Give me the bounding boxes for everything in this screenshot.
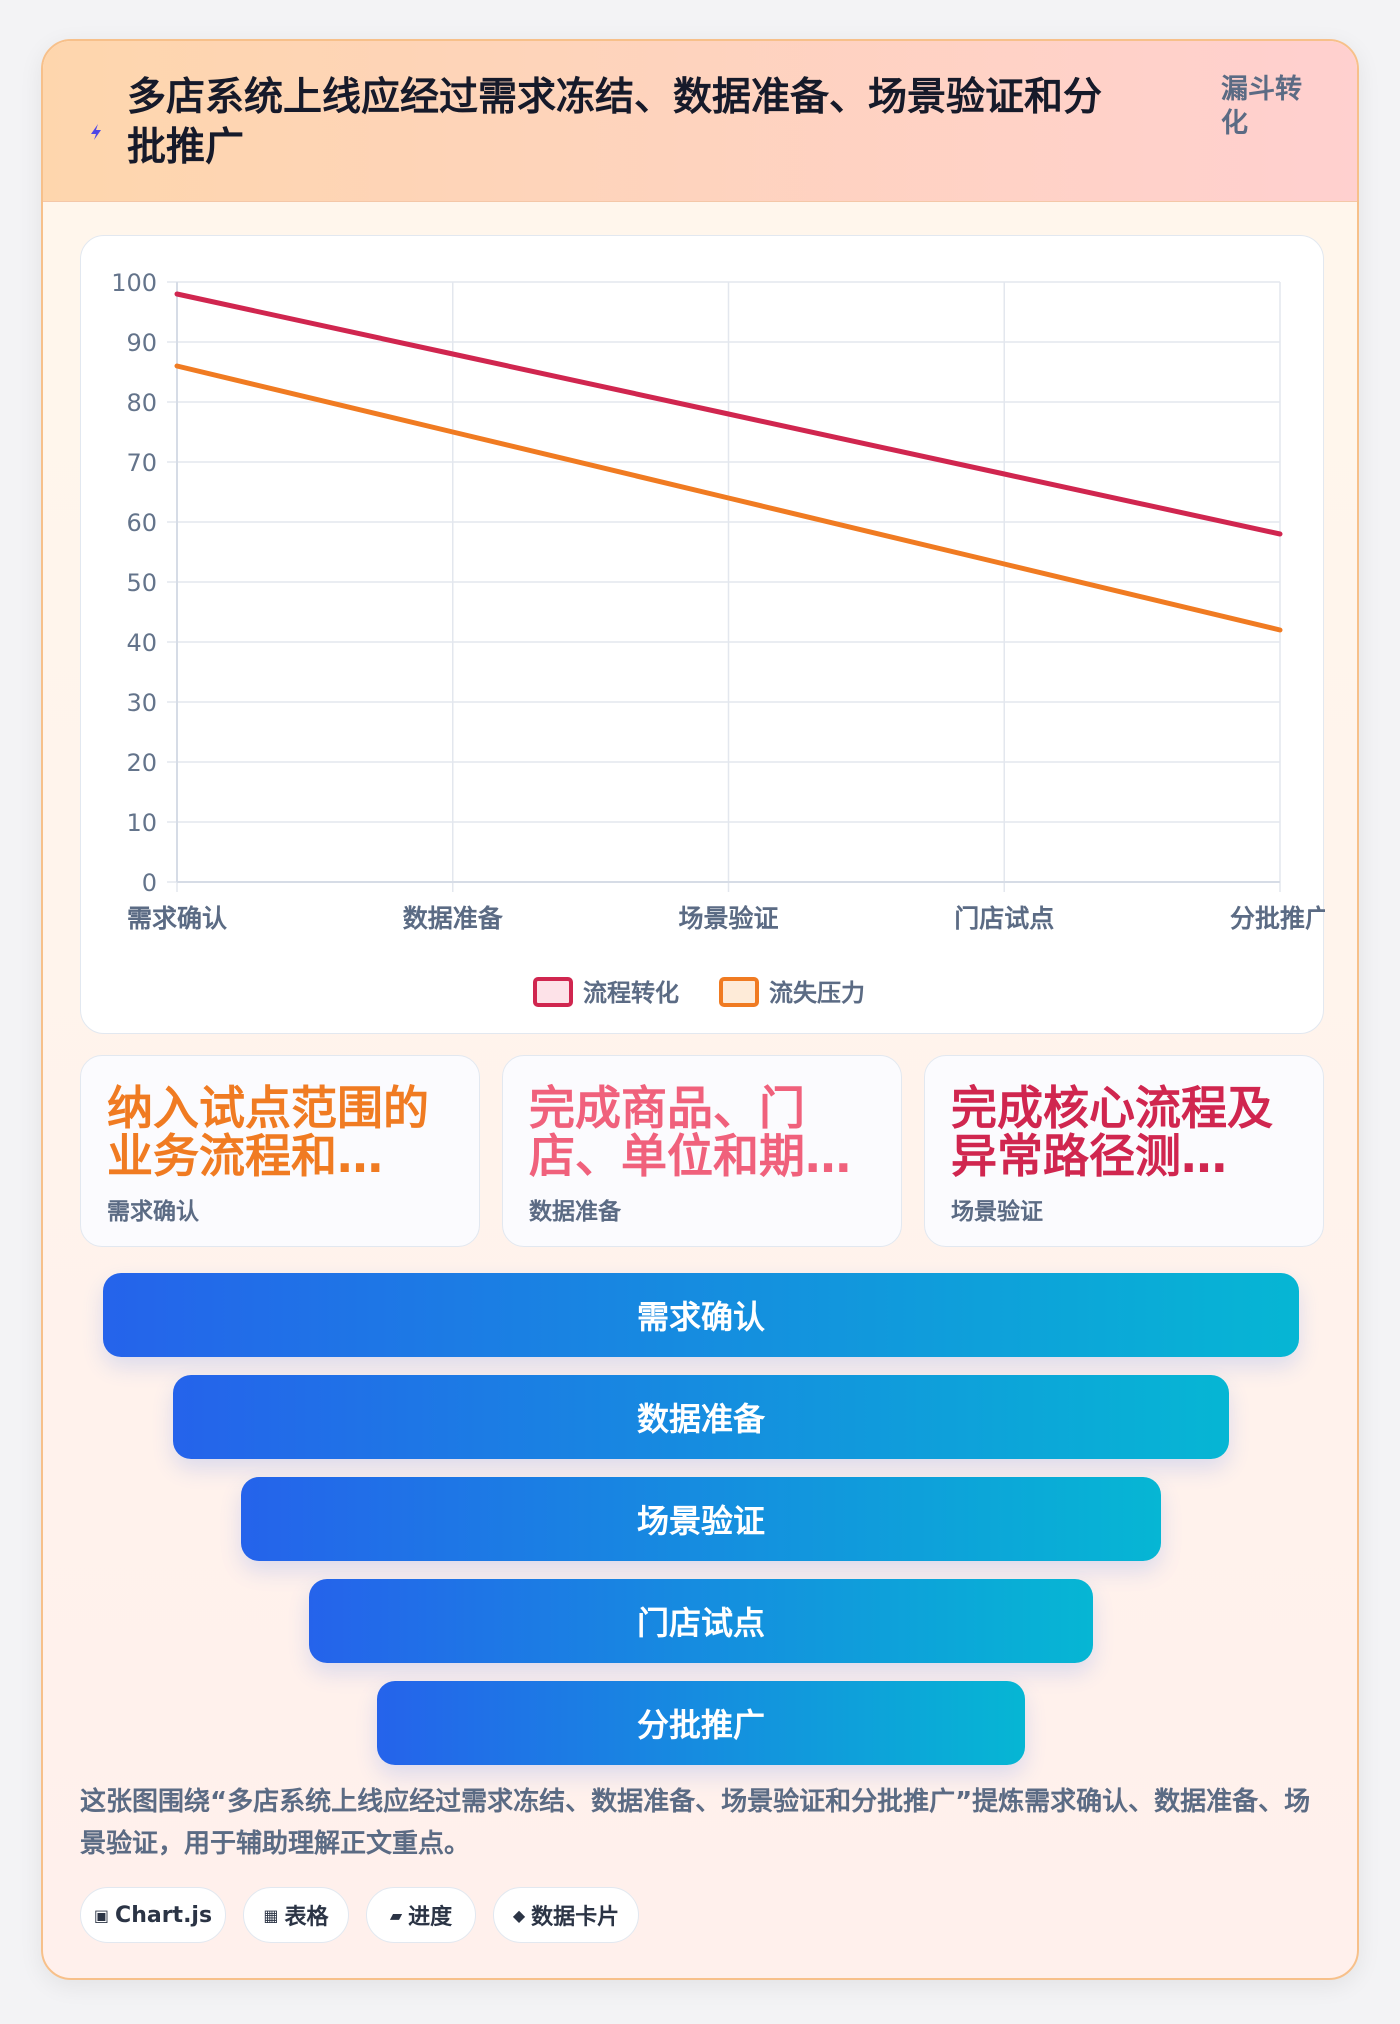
chip-table[interactable]: ▦ 表格 <box>243 1887 349 1943</box>
chip-chartjs[interactable]: ▣ Chart.js <box>80 1887 226 1943</box>
page-title: 多店系统上线应经过需求冻结、数据准备、场景验证和分批推广 <box>127 75 1103 170</box>
y-tick-label: 100 <box>111 269 157 297</box>
legend-label: 流失压力 <box>769 979 865 1007</box>
funnel-stage-bar: 场景验证 <box>241 1477 1161 1561</box>
card-header: 多店系统上线应经过需求冻结、数据准备、场景验证和分批推广 漏斗转化 <box>43 41 1357 202</box>
y-tick-label: 40 <box>126 629 157 657</box>
funnel-stage-bar: 分批推广 <box>377 1681 1025 1765</box>
funnel-stage-bar: 需求确认 <box>103 1273 1299 1357</box>
y-tick-label: 50 <box>126 569 157 597</box>
lightning-icon <box>91 124 101 140</box>
chip-label: 进度 <box>408 1905 453 1930</box>
stat-label: 场景验证 <box>951 1199 1043 1225</box>
stat-value: 完成商品、门店、单位和期… <box>529 1081 851 1183</box>
legend-label: 流程转化 <box>583 979 679 1007</box>
y-tick-label: 80 <box>126 389 157 417</box>
table-icon: ▦ <box>263 1905 279 1925</box>
stat-value: 完成核心流程及异常路径测… <box>951 1081 1273 1183</box>
infographic-card: 多店系统上线应经过需求冻结、数据准备、场景验证和分批推广 漏斗转化 0 10 20 3… <box>41 39 1359 1980</box>
funnel-stage-bar: 门店试点 <box>309 1579 1093 1663</box>
chip-label: 数据卡片 <box>531 1905 620 1930</box>
line-chart-panel: 0 10 20 30 40 50 60 70 80 90 100 需求确认 数据准备 场景验证 门店试点 分批… <box>80 235 1325 1034</box>
y-tick-label: 0 <box>142 869 157 897</box>
legend-swatch <box>533 977 573 1007</box>
chart-icon: ▣ <box>93 1905 110 1925</box>
stat-cards: 纳入试点范围的业务流程和… 需求确认 完成商品、门店、单位和期… 数据准备 完成… <box>80 1055 1324 1247</box>
progress-icon: ▰ <box>389 1905 403 1925</box>
y-tick-label: 70 <box>126 449 157 477</box>
y-tick-label: 10 <box>126 809 157 837</box>
x-tick-label: 场景验证 <box>678 904 778 933</box>
x-tick-label: 数据准备 <box>403 904 504 933</box>
stat-card: 完成商品、门店、单位和期… 数据准备 <box>502 1055 902 1247</box>
chip-label: Chart.js <box>115 1902 213 1928</box>
caption-note: 这张图围绕“多店系统上线应经过需求冻结、数据准备、场景验证和分批推广”提炼需求确… <box>80 1787 1311 1859</box>
legend-swatch <box>719 977 759 1007</box>
chart-type-tag: 漏斗转化 <box>1221 74 1302 139</box>
x-tick-label: 门店试点 <box>954 904 1054 933</box>
stat-value: 纳入试点范围的业务流程和… <box>107 1081 429 1183</box>
y-tick-label: 20 <box>126 749 157 777</box>
line-chart: 0 10 20 30 40 50 60 70 80 90 100 需求确认 数据准备 场景验证 门店试点 分批… <box>111 269 1325 1007</box>
diamond-icon: ◆ <box>512 1905 526 1925</box>
x-tick-label: 需求确认 <box>127 904 227 933</box>
chip-progress[interactable]: ▰ 进度 <box>366 1887 476 1943</box>
chip-data-card[interactable]: ◆ 数据卡片 <box>493 1887 639 1943</box>
y-tick-label: 90 <box>126 329 157 357</box>
y-tick-label: 30 <box>126 689 157 717</box>
y-tick-label: 60 <box>126 509 157 537</box>
chip-label: 表格 <box>284 1905 329 1930</box>
stat-card: 完成核心流程及异常路径测… 场景验证 <box>924 1055 1324 1247</box>
stat-label: 需求确认 <box>107 1199 199 1225</box>
x-tick-label: 分批推广 <box>1230 904 1325 933</box>
stat-label: 数据准备 <box>529 1199 621 1225</box>
stat-card: 纳入试点范围的业务流程和… 需求确认 <box>80 1055 480 1247</box>
funnel-stage-bar: 数据准备 <box>173 1375 1229 1459</box>
